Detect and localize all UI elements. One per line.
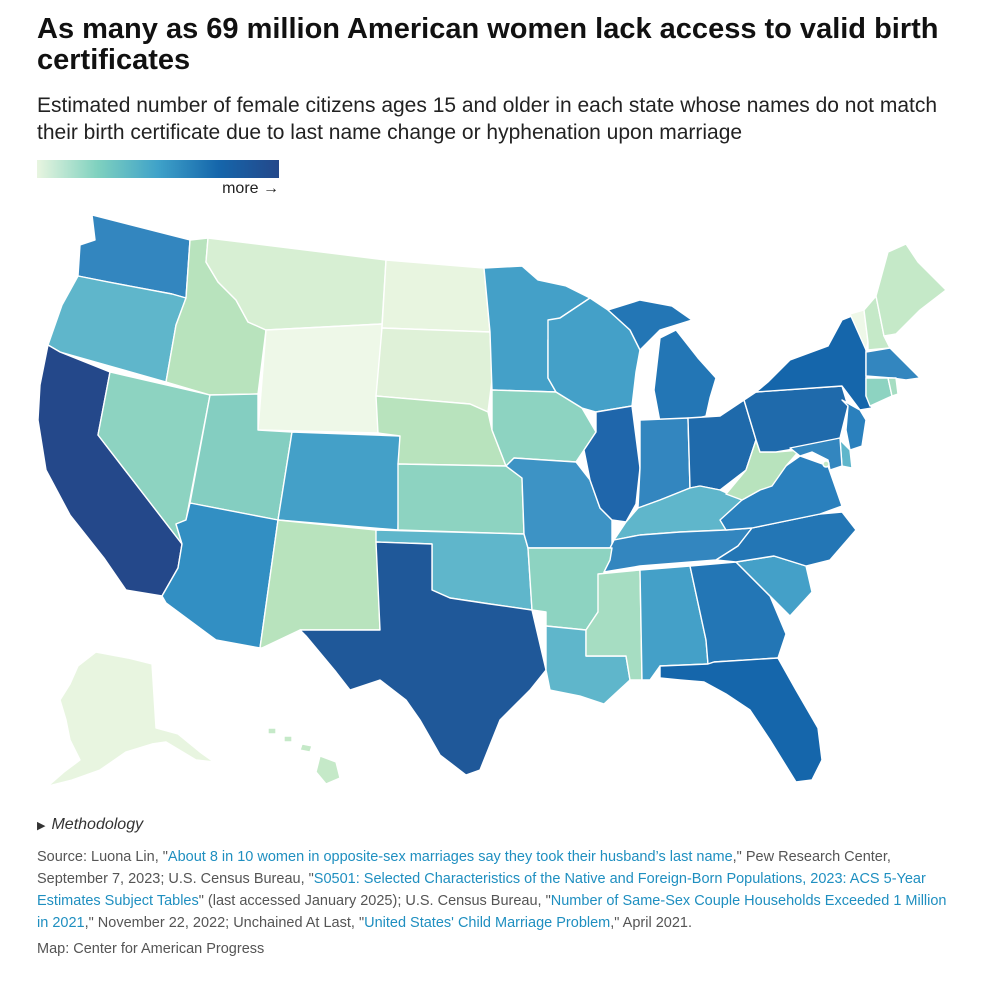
methodology-toggle[interactable]: ▶ Methodology xyxy=(37,816,143,834)
state-WY[interactable] xyxy=(257,323,383,434)
state-ME[interactable] xyxy=(875,243,947,337)
us-choropleth-map xyxy=(37,214,947,787)
state-HI-maui[interactable] xyxy=(299,743,313,753)
source-text-4: ," November 22, 2022; Unchained At Last,… xyxy=(84,915,365,931)
state-CT[interactable] xyxy=(865,377,893,407)
disclosure-triangle-icon: ▶ xyxy=(37,820,46,832)
source-text-2: ," Pew Research Center, September 7, 202… xyxy=(37,849,891,887)
source-link-census-same-sex[interactable]: Number of Same-Sex Couple Households Exc… xyxy=(37,893,947,931)
state-WI[interactable] xyxy=(547,297,641,413)
state-NJ[interactable] xyxy=(841,399,867,451)
state-AZ[interactable] xyxy=(161,502,279,649)
state-CO[interactable] xyxy=(277,431,401,531)
state-KS[interactable] xyxy=(397,463,525,535)
legend-more-label: more → xyxy=(222,180,279,197)
state-MA[interactable] xyxy=(865,347,921,381)
state-NC[interactable] xyxy=(715,511,857,567)
chart-title: As many as 69 million American women lac… xyxy=(37,13,939,76)
source-text-1: Source: Luona Lin, " xyxy=(37,849,168,865)
map-credit: Map: Center for American Progress xyxy=(37,941,265,957)
state-FL[interactable] xyxy=(659,657,823,783)
methodology-label: Methodology xyxy=(51,816,144,833)
source-text-3: " (last accessed January 2025); U.S. Cen… xyxy=(198,893,551,909)
source-link-census-s0501[interactable]: S0501: Selected Characteristics of the N… xyxy=(37,871,926,909)
chart-subtitle: Estimated number of female citizens ages… xyxy=(37,94,938,144)
state-TX[interactable] xyxy=(299,541,547,776)
source-link-unchained[interactable]: United States' Child Marriage Problem xyxy=(364,915,611,931)
state-MI[interactable] xyxy=(607,299,693,351)
state-NM[interactable] xyxy=(259,519,381,649)
state-DC[interactable] xyxy=(822,460,830,468)
source-note: Source: Luona Lin, "About 8 in 10 women … xyxy=(37,846,957,934)
source-link-pew[interactable]: About 8 in 10 women in opposite-sex marr… xyxy=(167,849,733,865)
state-HI-oahu[interactable] xyxy=(283,735,293,743)
state-ND[interactable] xyxy=(381,259,491,333)
color-legend: more → xyxy=(37,160,279,197)
state-RI[interactable] xyxy=(887,377,899,397)
legend-gradient-bar xyxy=(37,160,279,178)
source-text-5: ," April 2021. xyxy=(610,915,692,931)
state-MI-lower[interactable] xyxy=(653,329,717,423)
state-IL[interactable] xyxy=(583,405,641,523)
state-AK[interactable] xyxy=(47,651,215,787)
state-HI-kauai[interactable] xyxy=(267,727,277,735)
state-HI[interactable] xyxy=(315,755,341,785)
